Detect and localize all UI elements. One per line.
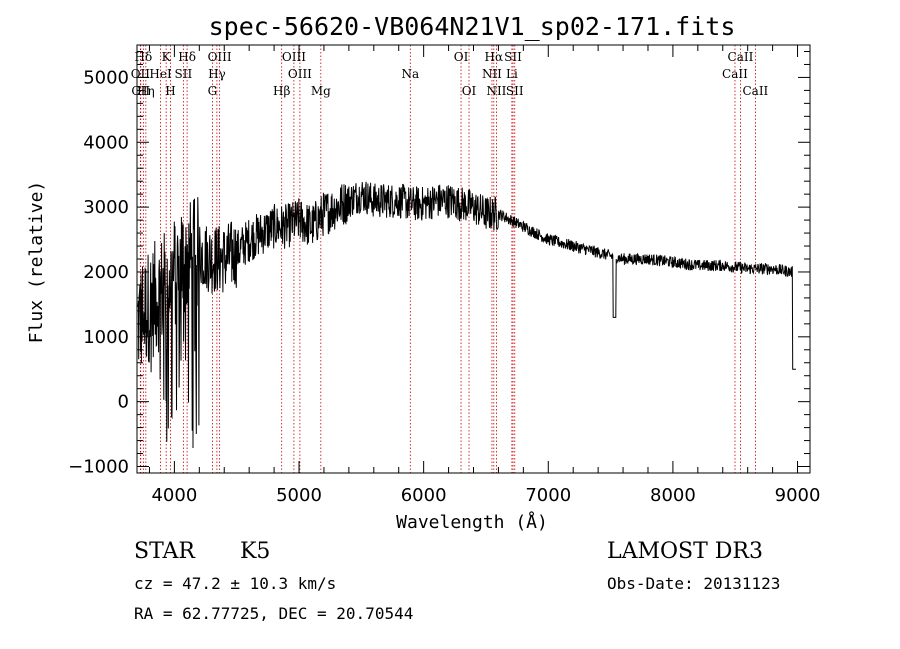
x-tick-label: 7000: [525, 485, 571, 506]
spectral-line-label: OIII: [288, 67, 312, 81]
redshift-text: cz = 47.2 ± 10.3 km/s: [134, 574, 337, 593]
spectral-line-label: K: [162, 50, 172, 64]
spectral-line-label: Mg: [311, 84, 331, 98]
y-tick-label: 2000: [83, 262, 129, 283]
spectral-line-label: NII: [482, 67, 502, 81]
y-axis-label: Flux (relative): [26, 181, 47, 344]
spectral-line-label: OI: [454, 50, 469, 64]
spectral-line-label: CaII: [728, 50, 754, 64]
x-tick-label: 6000: [401, 485, 447, 506]
spectral-line-label: OIII: [282, 50, 306, 64]
spectral-line-label: H: [165, 84, 175, 98]
spectral-line-label: Hη: [137, 84, 155, 98]
spectral-line-label: Hβ: [273, 84, 290, 98]
y-axis-ticks: −1000 0 1000 2000 3000 4000 5000: [68, 50, 810, 478]
spectral-line-label: SII: [175, 67, 193, 81]
spectral-line-label: Li: [506, 67, 518, 81]
spectral-line-label: SII: [504, 50, 522, 64]
y-tick-label: 1000: [83, 327, 129, 348]
y-tick-label: 4000: [83, 132, 129, 153]
spectral-line-label: CII: [131, 84, 150, 98]
x-axis-label: Wavelength (Å): [396, 511, 548, 533]
y-tick-label: −1000: [68, 457, 129, 478]
spectral-line-label: HeI: [149, 67, 172, 81]
obs-date-text: Obs-Date: 20131123: [607, 574, 781, 593]
chart-title: spec-56620-VB064N21V1_sp02-171.fits: [209, 12, 736, 41]
object-class: STAR: [134, 539, 195, 564]
y-tick-label: 3000: [83, 197, 129, 218]
x-tick-label: 4000: [151, 485, 197, 506]
y-tick-label: 5000: [83, 67, 129, 88]
spectral-line-label: SII: [506, 84, 524, 98]
coordinates-text: RA = 62.77725, DEC = 20.70544: [134, 604, 414, 623]
spectral-line-label: G: [208, 84, 218, 98]
y-tick-label: 0: [118, 392, 129, 413]
x-tick-label: 8000: [650, 485, 696, 506]
spectral-line-label: OII: [131, 67, 151, 81]
spectral-line-label: Na: [401, 67, 419, 81]
spectrum-line: [137, 181, 796, 449]
survey-name: LAMOST DR3: [607, 539, 763, 564]
x-tick-label: 5000: [276, 485, 322, 506]
spectral-line-label: OIII: [208, 50, 232, 64]
spectral-line-label: NII: [486, 84, 506, 98]
spectral-line-label: Hγ: [208, 67, 226, 81]
object-subclass: K5: [240, 539, 271, 564]
spectral-line-label: CaII: [722, 67, 748, 81]
spectral-line-label: CaII: [742, 84, 768, 98]
spectral-line-label: Hδ: [135, 50, 153, 64]
spectral-line-label: Hα: [485, 50, 504, 64]
spectral-line-label: Hδ: [178, 50, 196, 64]
x-axis-ticks: 4000 5000 6000 7000 8000 9000: [148, 45, 821, 506]
x-tick-label: 9000: [775, 485, 821, 506]
spectral-line-label: OI: [462, 84, 477, 98]
